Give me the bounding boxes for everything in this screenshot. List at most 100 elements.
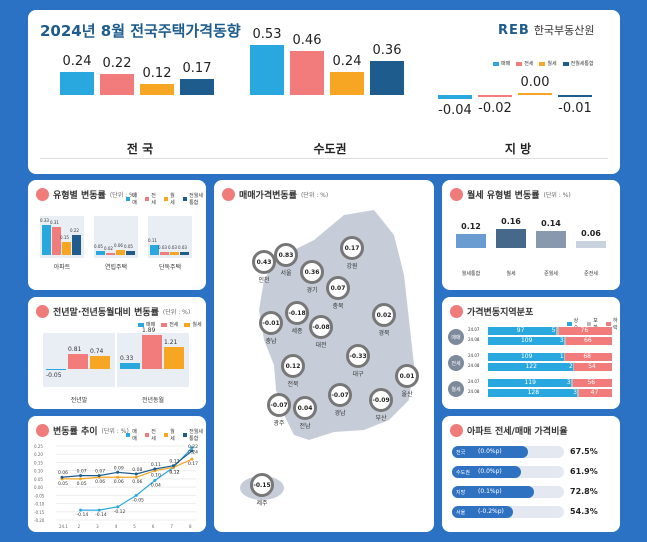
ratio-fill — [452, 506, 513, 518]
trend-combined-line-label: 0.22 — [188, 444, 198, 450]
map-pin-2: 0.36 — [300, 260, 324, 284]
trend-combined-line-label: 0.06 — [58, 470, 68, 476]
map-pin-9: 0.12 — [281, 354, 305, 378]
yoy-group-label: 전년말 — [70, 397, 88, 404]
dist-bar-up — [488, 353, 564, 361]
y-tick: -0.05 — [34, 493, 45, 498]
trend-wolse-line-label: 0.05 — [58, 481, 68, 487]
summary-bar — [290, 51, 324, 95]
yoy-bar — [90, 355, 110, 369]
map-pin-16: -0.15 — [250, 473, 274, 497]
trend-wolse-line-label: 0.10 — [151, 473, 161, 479]
summary-bar — [180, 78, 214, 95]
dist-value-down: 66 — [584, 337, 592, 344]
dist-value-up: 109 — [520, 353, 533, 360]
rent-label: 월세 — [506, 271, 516, 277]
summary-panel: 2024년 8월 전국주택가격동향 REB 한국부동산원 매매 전세 월세 전월… — [28, 10, 620, 174]
trend-wolse-line-point — [134, 475, 138, 479]
summary-bar — [558, 95, 592, 97]
rent-value: 0.12 — [461, 221, 481, 231]
x-tick: 8 — [189, 524, 192, 529]
legend-combined: 전월세통합 — [562, 60, 594, 67]
dist-chart: 매매 24.07 97 5 76 24.08 109 3 66 전세 24.07 109 1 68 24.0… — [442, 297, 620, 409]
dist-value-flat: 3 — [559, 337, 564, 344]
y-tick: 0.15 — [34, 460, 43, 465]
ratio-value: 67.5% — [570, 447, 598, 456]
type-bar — [106, 253, 115, 255]
yoy-value: -0.05 — [46, 372, 62, 379]
dist-date: 24.07 — [468, 327, 480, 332]
map-pin-13: 0.04 — [293, 396, 317, 420]
dist-value-up: 122 — [525, 363, 537, 370]
dist-bar-up — [488, 327, 556, 335]
type-bar — [62, 241, 71, 255]
trend-chart: 0.25 0.20 0.15 0.10 0.05 0.00 -0.05 -0.10 -0.15 -… — [34, 444, 198, 529]
type-value: 0.05 — [124, 243, 133, 249]
map-region-label: 전남 — [299, 423, 311, 430]
map-pin-3: 0.17 — [340, 236, 364, 260]
map-panel-title: 매매가격변동률 (단위 : %) — [222, 188, 328, 201]
type-value: 0.31 — [50, 220, 59, 226]
x-tick: 6 — [152, 524, 155, 529]
ratio-fill — [452, 466, 522, 478]
yoy-bar — [68, 354, 88, 369]
trend-legend: 매매 전세 월세 전월세통합 — [126, 428, 206, 442]
map-pin-6: -0.01 — [259, 311, 283, 335]
dist-value-down: 68 — [583, 353, 591, 360]
type-value: 0.03 — [168, 245, 177, 251]
trend-sale-line-label: 0.24 — [188, 450, 198, 456]
yoy-value: 0.81 — [68, 346, 82, 354]
trend-combined-line-point — [190, 449, 194, 453]
x-tick: 2 — [78, 524, 81, 529]
trend-combined-line-point — [116, 470, 120, 474]
map-pin-5: -0.18 — [285, 301, 309, 325]
map-region-label: 경기 — [306, 287, 318, 294]
dist-date: 24.08 — [468, 363, 480, 368]
dist-bar-flat — [563, 337, 566, 345]
type-value: 0.33 — [40, 218, 49, 224]
trend-wolse-line-label: 0.06 — [132, 479, 142, 485]
dist-value-down: 56 — [587, 379, 596, 386]
type-value: 0.06 — [114, 242, 123, 248]
ratio-name: 수도권 — [456, 470, 470, 476]
dist-value-down: 47 — [590, 389, 599, 396]
trend-wolse-line-point — [116, 475, 120, 479]
yoy-panel: 전년말·전년동월대비 변동률 (단위 : %) 매매 전세 월세 -0.05 0.8… — [28, 297, 206, 409]
map-region-label: 전북 — [287, 381, 299, 388]
y-tick: -0.10 — [34, 502, 45, 507]
yoy-chart: -0.05 0.81 0.74 전년말 0.33 1.89 1.21 전년동월 — [28, 297, 206, 409]
summary-value: -0.04 — [438, 102, 472, 118]
trend-combined-line-point — [153, 467, 157, 471]
rent-bar — [536, 231, 566, 248]
summary-value: -0.02 — [478, 101, 512, 116]
dist-value-flat: 3 — [566, 379, 571, 386]
map-pin-14: -0.07 — [328, 383, 352, 407]
chart-icon — [222, 188, 235, 201]
type-chart: 0.33 0.31 0.15 0.22 아파트 0.05 0.02 0.06 0.05 연립주택 0… — [28, 180, 206, 290]
chart-icon — [450, 188, 463, 201]
ratio-value: 72.8% — [570, 487, 598, 496]
ratio-name: 지방 — [456, 490, 466, 496]
map-region-label: 광주 — [273, 420, 285, 427]
chart-icon — [36, 424, 49, 437]
map-region-label: 부산 — [375, 415, 387, 422]
yoy-bar — [142, 334, 162, 369]
ratio-delta: (0.0%p) — [478, 448, 502, 455]
dist-date: 24.07 — [468, 353, 480, 358]
summary-bar — [518, 93, 552, 95]
type-bar — [170, 252, 179, 255]
chart-icon — [36, 305, 49, 318]
trend-wolse-line — [62, 458, 193, 480]
map-region-label: 제주 — [256, 500, 268, 507]
map-region-label: 대전 — [315, 342, 327, 349]
trend-combined-line-point — [79, 474, 83, 478]
dist-value-flat: 1 — [559, 353, 564, 360]
trend-sale-line-point — [116, 505, 120, 509]
ratio-value: 61.9% — [570, 467, 598, 476]
legend-jeonse: 전세 — [516, 60, 533, 67]
map-pin-4: 0.07 — [326, 276, 350, 300]
type-bar — [72, 235, 81, 255]
dist-value-up: 109 — [520, 337, 533, 344]
trend-panel: 변동률 추이 (단위 : %) 매매 전세 월세 전월세통합 0.25 0.20 0.… — [28, 416, 206, 532]
dist-value-up: 97 — [516, 327, 525, 334]
